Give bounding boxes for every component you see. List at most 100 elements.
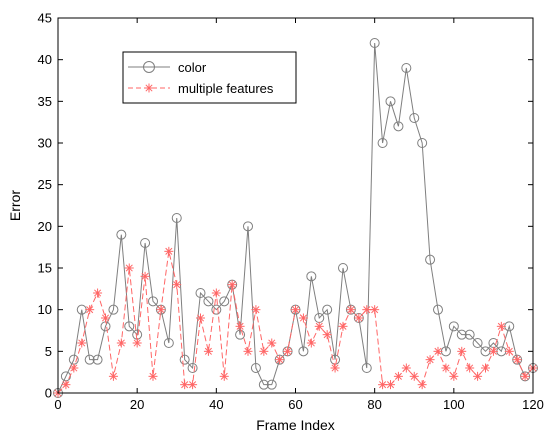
data-point-color: [385, 96, 396, 107]
data-point-multiple-features: [504, 346, 514, 356]
data-point-multiple-features: [227, 280, 237, 290]
data-point-multiple-features: [298, 313, 308, 323]
data-point-color: [322, 304, 333, 315]
x-tick-label: 20: [130, 397, 144, 412]
x-tick-label: 100: [443, 397, 465, 412]
y-tick-label: 10: [38, 302, 52, 317]
data-point-multiple-features: [465, 363, 475, 373]
data-point-multiple-features: [512, 355, 522, 365]
data-point-multiple-features: [203, 346, 213, 356]
data-point-multiple-features: [433, 346, 443, 356]
data-point-color: [250, 363, 261, 373]
data-point-multiple-features: [267, 338, 277, 348]
data-point-multiple-features: [409, 371, 419, 381]
legend-box: [122, 51, 297, 104]
data-point-color: [219, 296, 230, 307]
data-point-color: [456, 329, 467, 340]
data-point-multiple-features: [338, 321, 348, 331]
data-point-color: [409, 113, 420, 123]
data-point-multiple-features: [362, 305, 372, 315]
data-point-color: [116, 229, 127, 240]
data-point-color: [140, 238, 151, 248]
data-point-color: [92, 354, 103, 365]
y-tick-label: 20: [38, 219, 52, 234]
data-point-color: [306, 271, 317, 282]
data-point-multiple-features: [172, 280, 182, 290]
data-point-multiple-features: [457, 346, 467, 356]
data-point-multiple-features: [93, 288, 103, 298]
data-point-multiple-features: [354, 313, 364, 323]
data-point-multiple-features: [235, 321, 245, 331]
legend-star-glyph: [144, 83, 154, 93]
data-point-multiple-features: [85, 305, 95, 315]
data-point-multiple-features: [211, 288, 221, 298]
data-point-multiple-features: [496, 321, 506, 331]
data-point-multiple-features: [393, 371, 403, 381]
data-point-multiple-features: [449, 371, 459, 381]
data-point-multiple-features: [251, 305, 261, 315]
data-point-multiple-features: [108, 371, 118, 381]
data-point-multiple-features: [243, 346, 253, 356]
data-point-color: [369, 38, 380, 48]
y-tick-label: 25: [38, 177, 52, 192]
data-point-color: [195, 288, 206, 298]
data-point-multiple-features: [401, 363, 411, 373]
legend: color multiple features: [122, 51, 297, 104]
data-point-multiple-features: [520, 371, 530, 381]
data-point-multiple-features: [259, 346, 269, 356]
data-point-color: [124, 321, 135, 332]
legend-multiple-features-marker: [144, 83, 154, 93]
y-tick-label: 5: [45, 344, 52, 359]
data-point-multiple-features: [488, 346, 498, 356]
data-point-multiple-features: [330, 363, 340, 373]
data-point-multiple-features: [140, 271, 150, 281]
data-point-multiple-features: [148, 371, 158, 381]
data-point-color: [361, 363, 372, 373]
data-point-color: [266, 379, 277, 390]
data-point-multiple-features: [164, 246, 174, 256]
x-tick-label: 80: [367, 397, 381, 412]
data-point-color: [108, 304, 119, 315]
data-point-color: [472, 338, 483, 348]
data-point-multiple-features: [61, 380, 71, 390]
data-point-multiple-features: [378, 380, 388, 390]
data-point-multiple-features: [116, 338, 126, 348]
data-point-multiple-features: [156, 305, 166, 315]
data-point-color: [417, 138, 428, 148]
data-point-multiple-features: [69, 363, 79, 373]
data-point-multiple-features: [441, 363, 451, 373]
data-point-multiple-features: [314, 321, 324, 331]
data-point-color: [211, 304, 222, 315]
y-tick-label: 15: [38, 261, 52, 276]
x-tick-label: 120: [522, 397, 544, 412]
data-point-color: [298, 346, 309, 357]
data-point-multiple-features: [196, 313, 205, 323]
data-point-color: [393, 121, 404, 132]
y-tick-label: 40: [38, 52, 52, 67]
data-point-multiple-features: [473, 371, 483, 381]
data-point-color: [433, 304, 443, 315]
x-axis-label: Frame Index: [256, 417, 335, 433]
y-axis-label: Error: [7, 190, 23, 221]
plot-frame: [57, 17, 534, 394]
legend-multiple-features-label: multiple features: [178, 81, 274, 96]
data-point-multiple-features: [386, 380, 395, 390]
data-point-multiple-features: [275, 355, 285, 365]
x-tick-label: 60: [288, 397, 302, 412]
legend-color-marker: [143, 61, 155, 73]
y-tick-label: 30: [38, 136, 52, 151]
series-multiple-features: [53, 246, 538, 398]
data-point-color: [203, 296, 214, 307]
data-point-multiple-features: [132, 338, 142, 348]
data-point-multiple-features: [346, 305, 356, 315]
data-point-multiple-features: [306, 338, 316, 348]
y-tick-label: 35: [38, 94, 52, 109]
data-point-color: [448, 321, 459, 332]
x-tick-label: 0: [54, 397, 61, 412]
data-point-color: [464, 329, 475, 340]
data-point-multiple-features: [77, 338, 87, 348]
data-point-color: [187, 363, 198, 373]
x-tick-label: 40: [209, 397, 223, 412]
data-point-color: [171, 213, 182, 223]
